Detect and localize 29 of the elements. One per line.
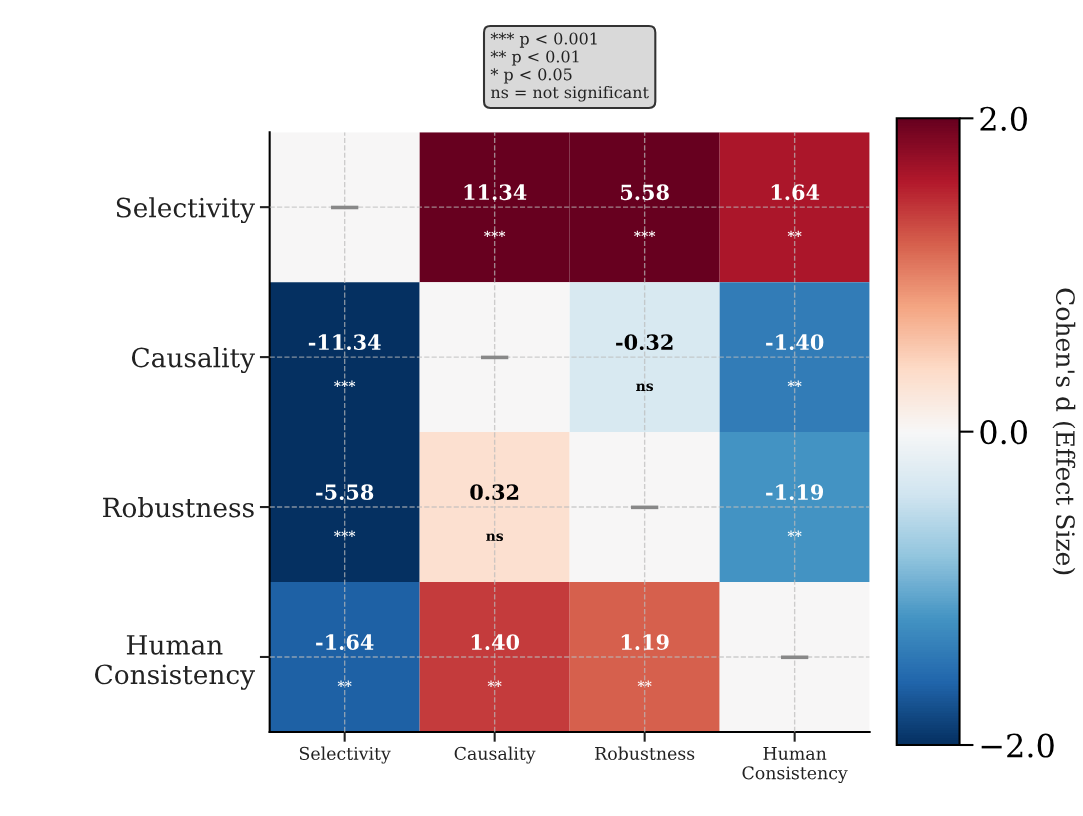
data-label: — — [631, 505, 659, 510]
text: -1.19 ** — [766, 484, 824, 537]
text: -1.64 ** — [316, 634, 374, 687]
text: 0.32 ns — [470, 484, 519, 542]
text: 1.64 ** — [771, 184, 820, 238]
x-tick-label: Selectivity — [299, 746, 391, 764]
data-label: — — [481, 355, 509, 360]
x-tick-label: Causality — [454, 746, 536, 764]
data-label: — — [331, 205, 359, 210]
data-label: — — [781, 655, 809, 660]
x-tick-label: Robustness — [595, 746, 695, 760]
text: 1.40 ** — [471, 634, 520, 687]
text: 1.19 ** — [621, 634, 669, 687]
y-tick-label: Selectivity — [116, 197, 255, 224]
color-bar-title: Cohen's d (Effect Size) — [1052, 288, 1076, 575]
text: -0.32 ns — [616, 334, 673, 392]
text: 11.34 *** — [464, 184, 527, 238]
color-bar-label: 2.0 — [980, 106, 1027, 131]
x-tick-label: Human Consistency — [742, 747, 848, 784]
text: *** p < 0.001 ** p < 0.01 * p < 0.05 ns = not significant — [490, 32, 649, 102]
color-bar-label: −2.0 — [981, 733, 1054, 758]
y-tick-label: Causality — [131, 347, 255, 373]
text: -5.58 *** — [316, 484, 374, 537]
text: -11.34 *** — [308, 334, 381, 388]
y-tick-label: Human Consistency — [95, 635, 256, 690]
text: 5.58 *** — [621, 184, 669, 238]
color-bar-label: 0.0 — [980, 420, 1027, 445]
text: -1.40 ** — [766, 334, 824, 388]
y-tick-label: Robustness — [103, 497, 254, 518]
